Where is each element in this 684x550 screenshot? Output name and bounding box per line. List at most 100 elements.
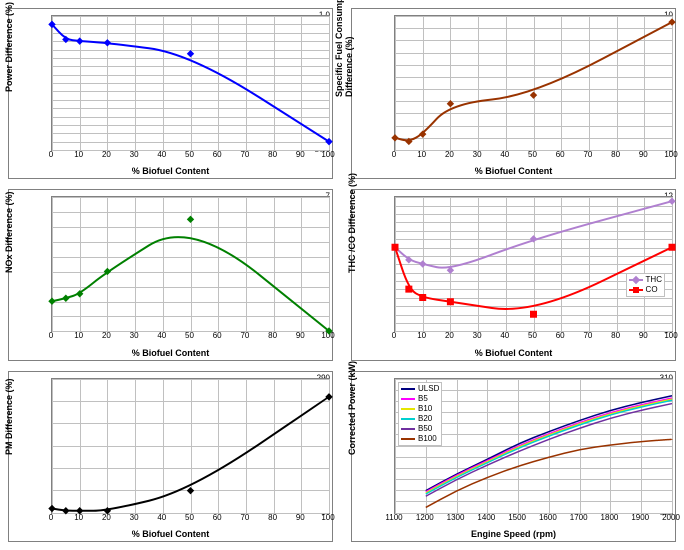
xtick-label: 30 bbox=[130, 150, 139, 159]
series-layer bbox=[395, 197, 672, 331]
xtick-label: 100 bbox=[321, 150, 334, 159]
panel-power-diff: 1.00.0-1.0-2.0-3.0-4.0-5.0-6.0-7.0-8.0-9… bbox=[8, 8, 333, 179]
xtick-label: 60 bbox=[213, 331, 222, 340]
legend-item: B10 bbox=[401, 404, 439, 414]
legend-label: B20 bbox=[418, 414, 432, 424]
xtick-label: 1800 bbox=[601, 513, 619, 522]
series-layer bbox=[52, 197, 329, 331]
xtick-label: 20 bbox=[102, 331, 111, 340]
xtick-label: 80 bbox=[611, 150, 620, 159]
xtick-label: 0 bbox=[392, 150, 396, 159]
xtick-label: 40 bbox=[500, 331, 509, 340]
xtick-label: 40 bbox=[157, 150, 166, 159]
series-marker bbox=[531, 312, 537, 318]
legend-label: B5 bbox=[418, 394, 428, 404]
xtick-label: 70 bbox=[240, 331, 249, 340]
ylabel: NOx Difference (%) bbox=[4, 253, 14, 273]
series-marker bbox=[104, 40, 110, 46]
series-marker bbox=[49, 505, 55, 511]
xtick-label: 30 bbox=[473, 150, 482, 159]
xtick-label: 60 bbox=[556, 150, 565, 159]
xtick-label: 10 bbox=[74, 150, 83, 159]
plot-area bbox=[51, 15, 330, 151]
plot-area bbox=[394, 15, 673, 151]
xtick-label: 70 bbox=[240, 513, 249, 522]
series-layer bbox=[395, 16, 672, 150]
series-line-b10 bbox=[426, 399, 672, 493]
series-marker bbox=[63, 507, 69, 513]
legend-label: B10 bbox=[418, 404, 432, 414]
xtick-label: 60 bbox=[213, 150, 222, 159]
ylabel: PM Difference (%) bbox=[4, 435, 14, 455]
series-marker bbox=[63, 296, 69, 302]
legend-item: B5 bbox=[401, 394, 439, 404]
xtick-label: 40 bbox=[157, 513, 166, 522]
xtick-label: 70 bbox=[240, 150, 249, 159]
series-marker bbox=[531, 92, 537, 98]
xtick-label: 30 bbox=[130, 513, 139, 522]
ylabel: THC /CO Difference (%) bbox=[347, 253, 357, 273]
legend-label: ULSD bbox=[418, 384, 439, 394]
legend-label: CO bbox=[646, 285, 658, 295]
series-marker bbox=[188, 51, 194, 57]
plot-area bbox=[51, 196, 330, 332]
xtick-label: 100 bbox=[664, 150, 677, 159]
xtick-label: 80 bbox=[268, 150, 277, 159]
legend-label: B50 bbox=[418, 424, 432, 434]
series-line-thc bbox=[395, 202, 672, 268]
panel-sfc-diff: 109876543210-10102030405060708090100Spec… bbox=[351, 8, 676, 179]
series-marker bbox=[406, 286, 412, 292]
xlabel: % Biofuel Content bbox=[352, 166, 675, 176]
legend: THCCO bbox=[626, 273, 665, 297]
xtick-label: 100 bbox=[321, 513, 334, 522]
xlabel: % Biofuel Content bbox=[9, 348, 332, 358]
xtick-label: 70 bbox=[583, 331, 592, 340]
legend-item: B50 bbox=[401, 424, 439, 434]
panel-thc-co-diff: 121086420-2-4-6-8-10-12-14-16-18-2001020… bbox=[351, 189, 676, 360]
xtick-label: 50 bbox=[528, 331, 537, 340]
legend-label: THC bbox=[646, 275, 662, 285]
legend-item: THC bbox=[629, 275, 662, 285]
xtick-label: 90 bbox=[296, 513, 305, 522]
xtick-label: 90 bbox=[296, 150, 305, 159]
ylabel: Corrected Power (kW) bbox=[347, 435, 357, 455]
series-marker bbox=[392, 245, 398, 251]
xtick-label: 50 bbox=[185, 513, 194, 522]
xtick-label: 10 bbox=[74, 513, 83, 522]
xtick-label: 2000 bbox=[662, 513, 680, 522]
xtick-label: 10 bbox=[74, 331, 83, 340]
series-marker bbox=[669, 199, 675, 205]
xtick-label: 90 bbox=[639, 331, 648, 340]
xlabel: % Biofuel Content bbox=[352, 348, 675, 358]
xtick-label: 80 bbox=[611, 331, 620, 340]
xtick-label: 1900 bbox=[631, 513, 649, 522]
legend-label: B100 bbox=[418, 434, 437, 444]
panel-nox-diff: 76543210-1-20102030405060708090100NOx Di… bbox=[8, 189, 333, 360]
series-marker bbox=[392, 135, 398, 141]
xlabel: % Biofuel Content bbox=[9, 529, 332, 539]
legend: ULSDB5B10B20B50B100 bbox=[398, 382, 442, 446]
ylabel: Specific Fuel ConsumptionDifference (%) bbox=[334, 77, 354, 97]
legend-item: ULSD bbox=[401, 384, 439, 394]
series-marker bbox=[188, 487, 194, 493]
xlabel: % Biofuel Content bbox=[9, 166, 332, 176]
xtick-label: 1500 bbox=[508, 513, 526, 522]
xtick-label: 20 bbox=[445, 331, 454, 340]
legend-item: B20 bbox=[401, 414, 439, 424]
series-marker bbox=[420, 295, 426, 301]
legend-item: B100 bbox=[401, 434, 439, 444]
plot-area bbox=[394, 196, 673, 332]
series-marker bbox=[188, 217, 194, 223]
series-marker bbox=[447, 299, 453, 305]
series-line-b20 bbox=[426, 400, 672, 494]
panel-corrected-power: 3103002902802702602502402302202102001901… bbox=[351, 371, 676, 542]
xlabel: Engine Speed (rpm) bbox=[352, 529, 675, 539]
xtick-label: 60 bbox=[213, 513, 222, 522]
series-layer bbox=[52, 16, 329, 150]
series-line-nox bbox=[52, 237, 329, 331]
xtick-label: 30 bbox=[473, 331, 482, 340]
xtick-label: 1400 bbox=[477, 513, 495, 522]
series-line-sfc bbox=[395, 22, 672, 140]
plot-area bbox=[51, 378, 330, 514]
xtick-label: 30 bbox=[130, 331, 139, 340]
